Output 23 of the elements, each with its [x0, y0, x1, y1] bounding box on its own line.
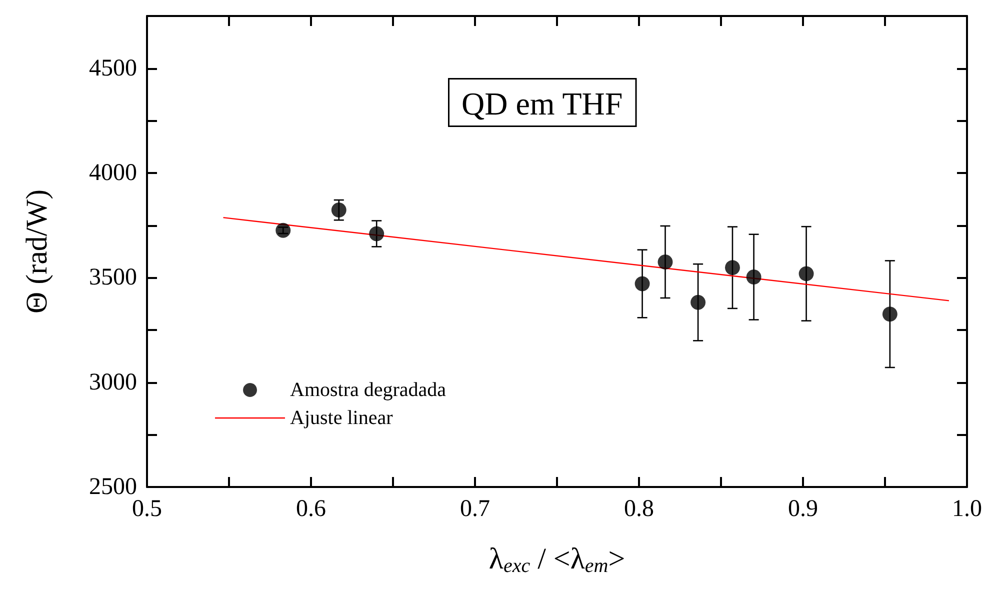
point: [746, 270, 762, 285]
x-tick-label: 0.6: [296, 496, 326, 522]
y-tick-label: 3500: [89, 264, 137, 291]
y-tick-label: 4500: [89, 55, 137, 82]
legend-label: Amostra degradada: [290, 379, 446, 401]
x-tick-label: 0.7: [460, 496, 490, 522]
point: [369, 226, 384, 242]
y-tick-label: 4000: [89, 160, 137, 186]
x-tick-label: 1.0: [952, 496, 982, 522]
point: [658, 254, 673, 270]
point: [882, 306, 898, 322]
point: [690, 294, 706, 310]
annotation: QD em THF: [462, 86, 623, 122]
point: [634, 276, 650, 292]
y-tick-label: 3000: [89, 369, 137, 396]
legend-label: Ajuste linear: [290, 407, 394, 429]
point: [276, 222, 291, 238]
point: [331, 202, 346, 218]
x-tick-label: 0.8: [624, 496, 654, 522]
y-axis-title: Θ (rad/W): [20, 189, 54, 314]
x-tick-label: 0.9: [788, 496, 818, 522]
point: [724, 260, 740, 276]
point: [798, 266, 814, 282]
